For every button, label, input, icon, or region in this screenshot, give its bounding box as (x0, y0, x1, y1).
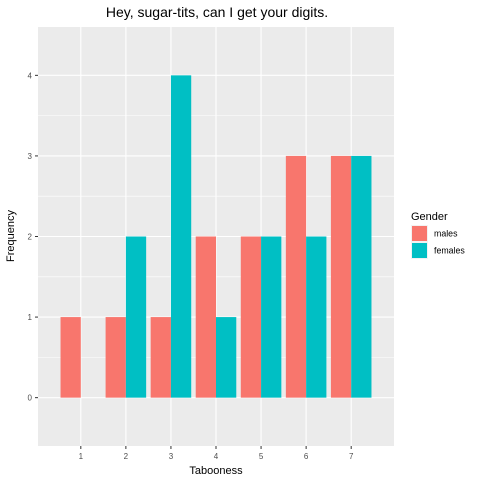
bars (60, 75, 372, 398)
y-tick-label: 3 (28, 152, 33, 161)
bar-males-2 (105, 317, 126, 398)
x-tick-label: 4 (214, 452, 219, 461)
x-tick-label: 2 (124, 452, 129, 461)
bar-males-4 (195, 236, 216, 398)
bar-females-7 (351, 155, 372, 398)
legend: Gender males females (411, 211, 465, 259)
bar-females-4 (216, 317, 237, 398)
bar-males-6 (285, 155, 307, 398)
legend-label-males: males (434, 229, 458, 239)
y-axis-title: Frequency (5, 210, 17, 262)
x-tick-label: 1 (79, 452, 84, 461)
y-tick-label: 1 (28, 313, 33, 322)
bar-females-3 (170, 75, 192, 398)
bar-females-6 (306, 236, 327, 398)
y-tick-label: 4 (28, 71, 33, 80)
y-axis: 0 1 2 3 4 (28, 71, 38, 403)
x-tick-label: 6 (304, 452, 309, 461)
bar-males-3 (150, 317, 171, 398)
legend-title: Gender (411, 211, 448, 223)
x-axis: 1 2 3 4 5 6 7 (79, 446, 354, 461)
y-tick-label: 2 (28, 233, 33, 242)
bar-females-5 (261, 236, 282, 398)
x-tick-label: 5 (259, 452, 264, 461)
legend-key-females (412, 243, 427, 258)
bar-males-1 (60, 317, 81, 398)
legend-label-females: females (434, 246, 465, 256)
y-tick-label: 0 (28, 394, 33, 403)
x-axis-title: Tabooness (189, 465, 243, 477)
bar-females-2 (125, 236, 147, 398)
chart-title: Hey, sugar-tits, can I get your digits. (106, 4, 328, 20)
bar-males-5 (240, 236, 262, 398)
bar-males-7 (330, 155, 352, 398)
x-tick-label: 7 (349, 452, 354, 461)
legend-key-males (412, 226, 427, 241)
x-tick-label: 3 (169, 452, 174, 461)
